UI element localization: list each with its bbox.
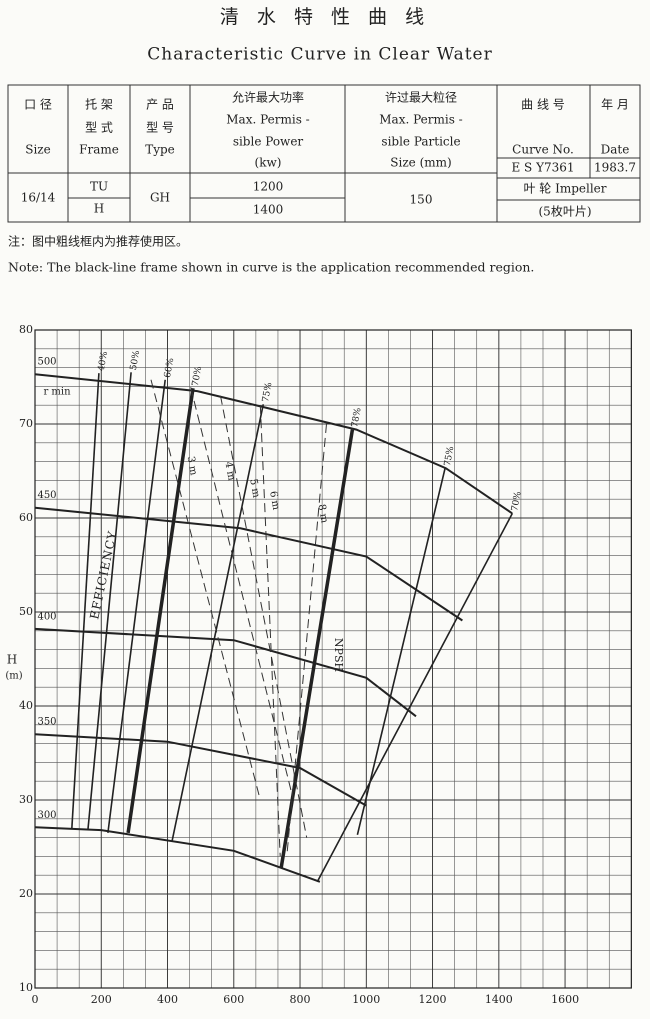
speed-label: 450 xyxy=(37,490,56,501)
table-header: Size (mm) xyxy=(390,156,451,170)
speed-label: 400 xyxy=(37,611,56,622)
x-tick-label: 400 xyxy=(157,993,178,1006)
x-tick-label: 800 xyxy=(290,993,311,1006)
table-border xyxy=(7,84,641,223)
npsh-value-label: 4 m xyxy=(222,461,236,482)
title-cn: 清 水 特 性 曲 线 xyxy=(220,6,430,28)
npsh-value-label: 3 m xyxy=(185,456,199,477)
table-header: 产 品 xyxy=(146,98,174,112)
y-tick-label: 30 xyxy=(19,793,33,806)
efficiency-line xyxy=(126,388,195,834)
efficiency-line xyxy=(171,404,265,841)
npsh-line xyxy=(190,387,294,801)
x-tick-label: 600 xyxy=(223,993,244,1006)
x-tick-label: 0 xyxy=(32,993,39,1006)
table-header: Frame xyxy=(79,143,119,157)
table-header: Max. Permis - xyxy=(226,113,309,127)
efficiency-line xyxy=(87,372,132,830)
table-cell: H xyxy=(94,202,104,216)
npsh-value-label: 5 m xyxy=(247,478,261,499)
table-header: 许过最大粒径 xyxy=(385,90,457,105)
table-grid xyxy=(7,84,641,223)
efficiency-label: 70% xyxy=(510,490,523,512)
x-tick-label: 200 xyxy=(91,993,112,1006)
table-header: 年 月 xyxy=(601,98,629,112)
efficiency-line xyxy=(279,429,355,868)
efficiency-line xyxy=(316,512,514,883)
y-axis-unit: (m) xyxy=(5,671,22,682)
npsh-line xyxy=(286,423,327,857)
efficiency-label: 60% xyxy=(163,357,176,379)
efficiency-line xyxy=(107,379,166,834)
efficiency-label: 70% xyxy=(191,365,204,387)
speed-curve xyxy=(34,373,513,515)
x-tick-label: 1600 xyxy=(551,993,579,1006)
table-header: 型 式 xyxy=(85,121,113,135)
table-cell: TU xyxy=(90,180,108,194)
title-en: Characteristic Curve in Clear Water xyxy=(147,45,493,65)
speed-curve xyxy=(34,733,367,807)
table-header: 型 号 xyxy=(146,121,174,135)
table-header: Curve No. xyxy=(512,143,574,157)
efficiency-label: 75% xyxy=(261,381,274,403)
efficiency-label: 78% xyxy=(350,407,363,429)
y-tick-label: 70 xyxy=(19,417,33,430)
y-tick-label: 60 xyxy=(19,511,33,524)
table-cell: 1983.7 xyxy=(594,161,636,175)
efficiency-line xyxy=(71,373,100,830)
note-en: Note: The black-line frame shown in curv… xyxy=(8,260,534,275)
table-cell: 150 xyxy=(410,193,433,207)
table-header: Date xyxy=(601,143,630,157)
note-cn: 注：图中粗线框内为推荐使用区。 xyxy=(8,234,188,249)
speed-curve xyxy=(34,627,417,718)
table-cell: 16/14 xyxy=(21,191,56,205)
efficiency-caption: EFFICIENCY xyxy=(87,529,120,620)
table-cell: 1200 xyxy=(253,180,284,194)
speed-curve xyxy=(34,506,463,622)
table-header: sible Particle xyxy=(381,135,460,149)
y-axis-label: H xyxy=(7,653,17,667)
table-cell: (5枚叶片) xyxy=(539,204,592,219)
npsh-line xyxy=(220,395,308,838)
table-header: Type xyxy=(145,143,175,157)
table-cell: E S Y7361 xyxy=(511,161,574,175)
table-header: 曲 线 号 xyxy=(521,98,565,112)
speed-label: 350 xyxy=(37,717,56,728)
speed-label: 300 xyxy=(37,810,56,821)
table-header: Size xyxy=(25,143,50,157)
table-header: 允许最大功率 xyxy=(232,90,304,105)
y-tick-label: 20 xyxy=(19,887,33,900)
table-cell: 叶 轮 Impeller xyxy=(523,182,606,196)
table-header: sible Power xyxy=(233,135,304,149)
npsh-caption: NPSH xyxy=(332,638,345,672)
speed-curve xyxy=(34,826,321,883)
x-tick-label: 1000 xyxy=(352,993,380,1006)
efficiency-label: 40% xyxy=(97,350,110,372)
table-cell: 1400 xyxy=(253,203,284,217)
speed-unit: r min xyxy=(43,387,71,398)
x-tick-label: 1400 xyxy=(485,993,513,1006)
plot-frame xyxy=(34,329,632,989)
y-tick-label: 50 xyxy=(19,605,33,618)
npsh-line xyxy=(259,405,281,857)
table-header: Max. Permis - xyxy=(379,113,462,127)
table-header: 口 径 xyxy=(24,98,52,112)
y-tick-label: 80 xyxy=(19,323,33,336)
npsh-value-label: 6 m xyxy=(267,490,281,511)
efficiency-line xyxy=(356,468,446,835)
efficiency-label: 50% xyxy=(129,349,142,371)
npsh-value-label: 8 m xyxy=(316,503,330,524)
npsh-line xyxy=(150,379,261,801)
table-header: (kw) xyxy=(255,156,282,170)
y-tick-label: 10 xyxy=(19,981,33,994)
table-cell: GH xyxy=(150,191,170,205)
y-tick-label: 40 xyxy=(19,699,33,712)
speed-label: 500 xyxy=(37,357,56,368)
table-header: 托 架 xyxy=(85,98,113,112)
x-tick-label: 1200 xyxy=(419,993,447,1006)
efficiency-label: 75% xyxy=(443,445,456,467)
